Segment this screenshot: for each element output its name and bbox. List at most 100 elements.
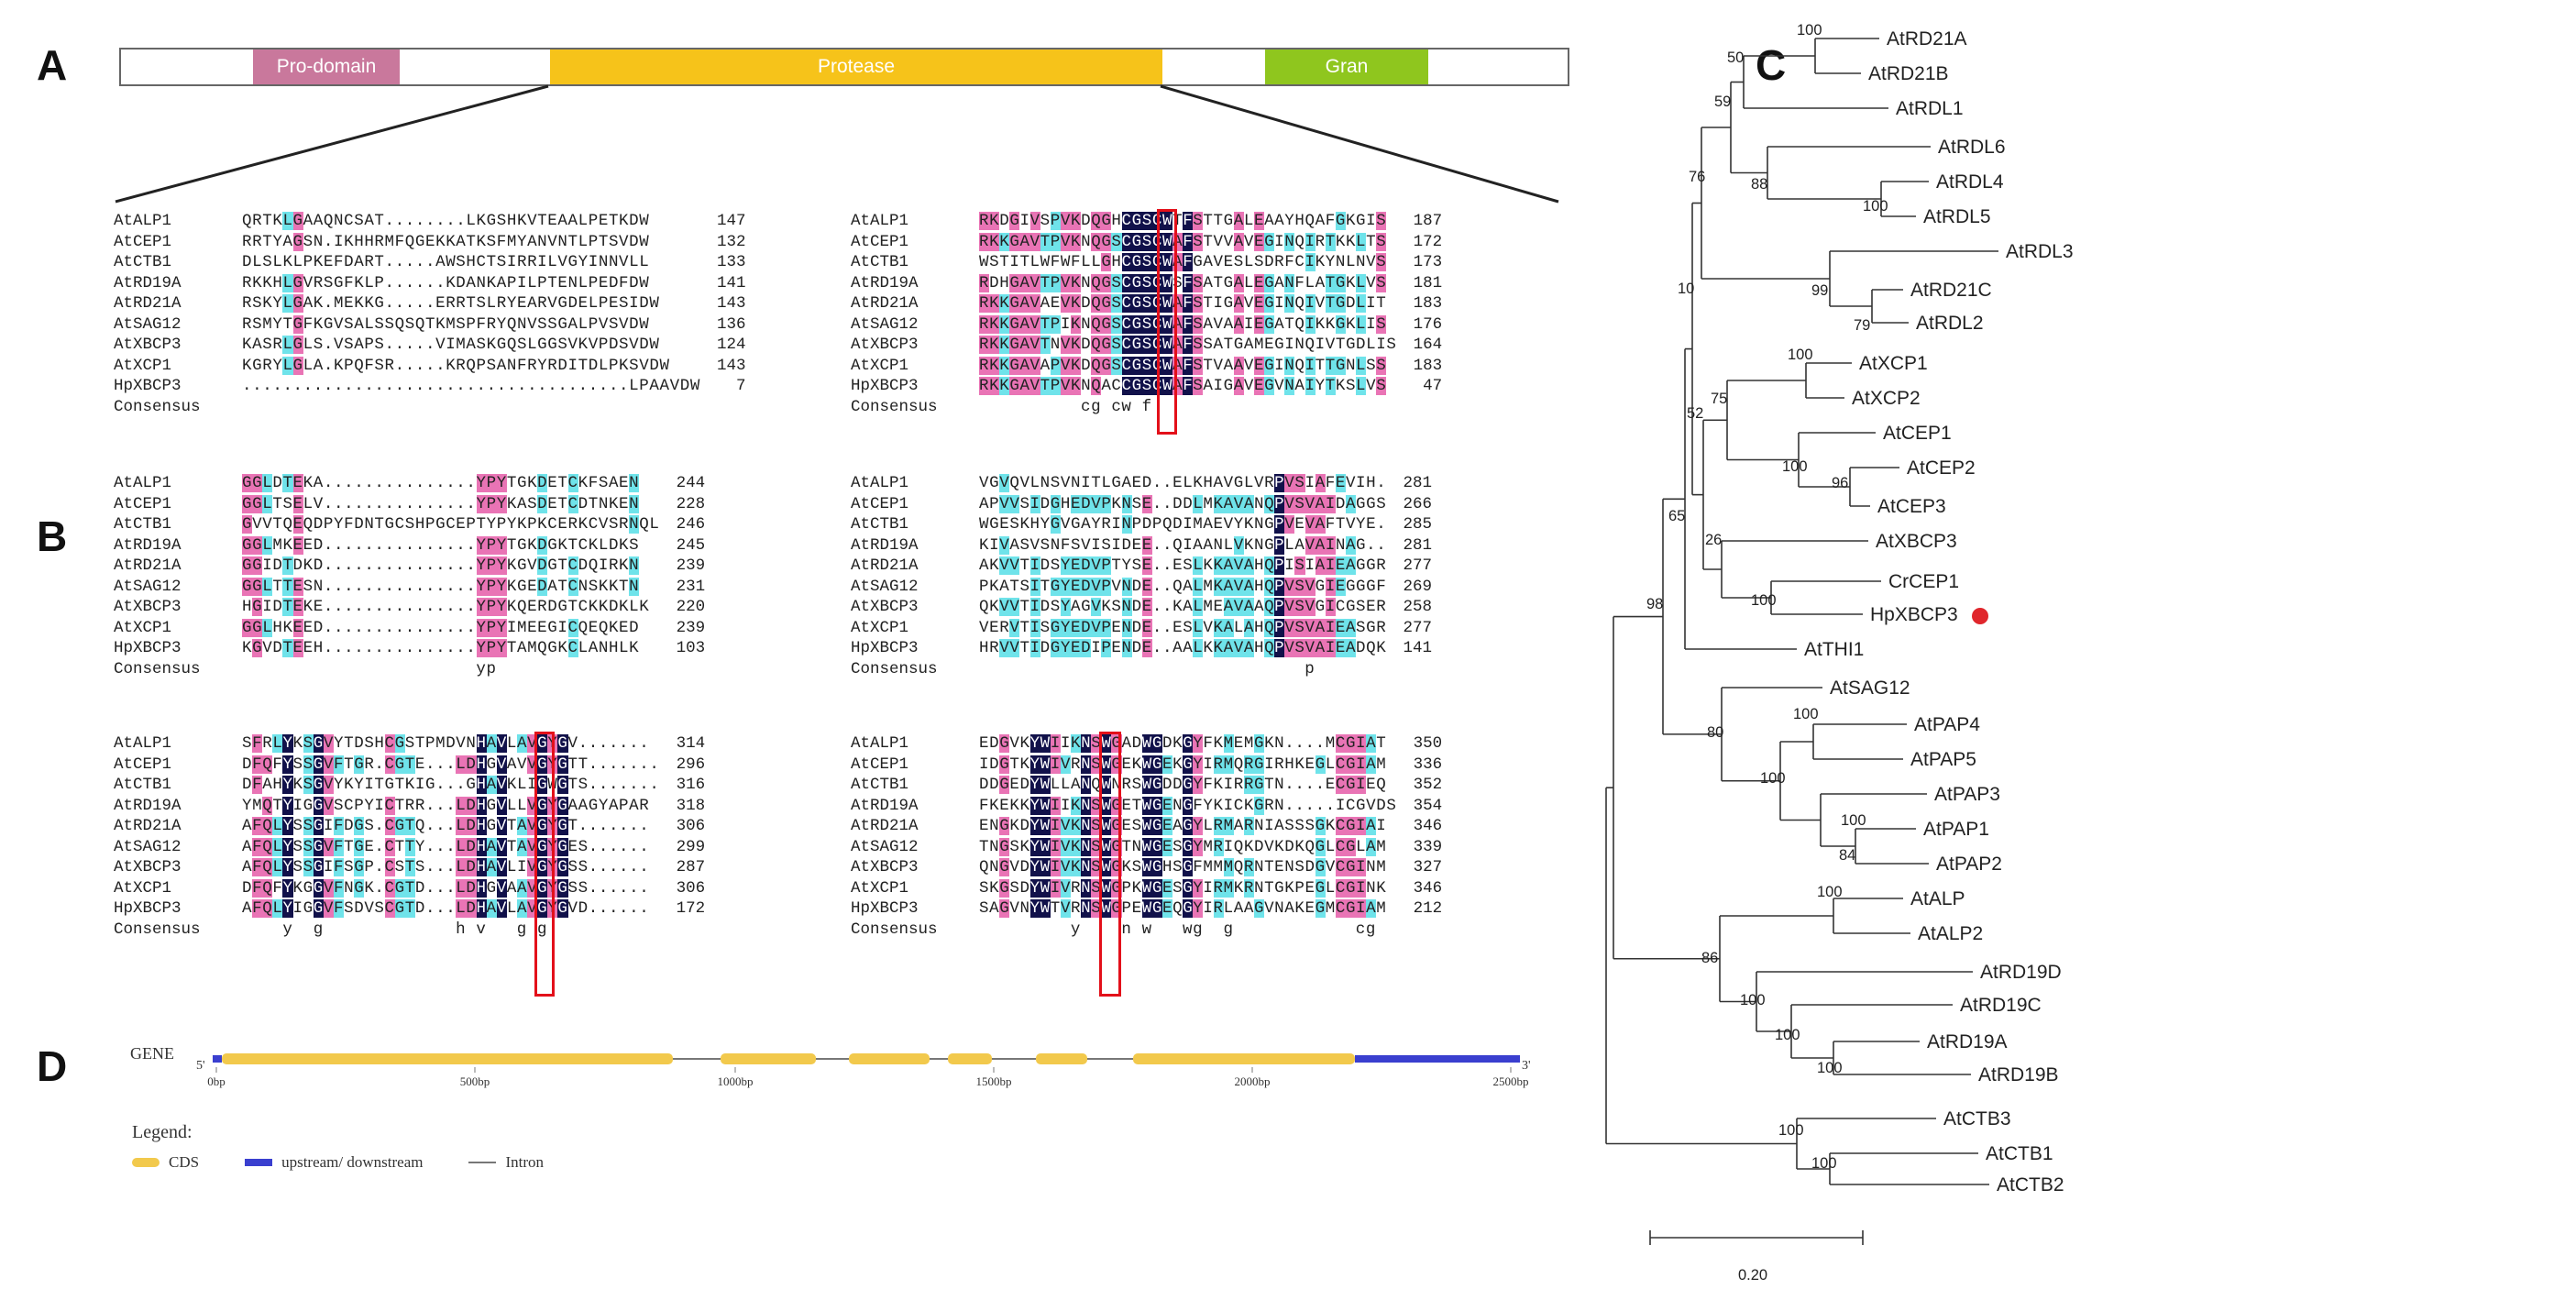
sequence-residues	[242, 397, 700, 418]
sequence-row: AtALP1 VGVQVLNSVNITLGAED..ELKHAVGLVRPVSIA…	[851, 473, 1432, 494]
tip-label: AtXCP1	[1859, 353, 1928, 374]
bootstrap-value: 100	[1788, 347, 1813, 363]
tip-label: AtCTB1	[1986, 1143, 2053, 1164]
sequence-row: AtXCP1 GGLHKEED...............YPYIMEEGICQ…	[114, 618, 705, 639]
sequence-residues: RKKGAVTPIKNQGSCGSCWAFSAVAAIEGATQIKKGKLIS	[979, 314, 1387, 334]
bootstrap-value: 75	[1711, 391, 1727, 407]
sequence-name: AtRD19A	[114, 535, 182, 555]
sequence-name: AtRD19A	[851, 273, 919, 292]
bootstrap-value: 100	[1797, 22, 1822, 39]
tip-label: AtPAP2	[1936, 854, 2002, 875]
sequence-name: HpXBCP3	[851, 639, 919, 657]
sequence-residues: RKKGAVAEVKDQGSCGSCWAFSTIGAVEGINQIVTGDLIT	[979, 294, 1387, 313]
sequence-residues: KASRLGLS.VSAPS.....VIMASKGQSLGGSVKVPDSVD…	[242, 336, 660, 354]
residue-position	[1396, 397, 1442, 418]
motif-box-cys	[1157, 209, 1177, 435]
residue-position: 339	[1413, 837, 1443, 856]
sequence-row: HpXBCP3 HRVVTIDGYEDIPENDE..AALKKAVAHQPVSV…	[851, 638, 1432, 659]
sequence-residues: RKKGAVTPVKNQGSCGSCWAFSTVVAVEGINQIRTKKLTS	[979, 232, 1387, 251]
sequence-row: AtXBCP3 RKKGAVTNVKDQGSCGSCWAFSSATGAMEGINQ…	[851, 335, 1442, 356]
sequence-residues: KIVASVSNFSVISIDEE..QIAANLVKNGPLAVAINAG..	[979, 535, 1387, 555]
bootstrap-value: 100	[1817, 1060, 1843, 1076]
pro-domain-segment: Pro-domain	[253, 50, 400, 84]
sequence-residues: WSTITLWFWFLLGHCGSCWAFGAVESLSDRFCIKYNLNVS	[979, 253, 1387, 271]
gene-tick-label: 500bp	[460, 1074, 490, 1088]
sequence-row: AtALP1 EDGVKYWIIKNSWGADWGDKGYFKMEMGKN....…	[851, 733, 1442, 755]
sequence-row: AtCEP1 IDGTKYWIVRNSWGEKWGEKGYIRMQRGIRHKEG…	[851, 755, 1442, 776]
sequence-name: HpXBCP3	[851, 899, 919, 918]
gene-tick-label: 2000bp	[1235, 1074, 1271, 1088]
tip-label: AtRD21A	[1887, 28, 1967, 50]
residue-position: 350	[1413, 734, 1443, 753]
residue-position: 299	[676, 837, 706, 856]
sequence-name: AtXCP1	[114, 878, 172, 898]
sequence-residues: DFQFYSSGVFTGR.CGTE...LDHGVAVVGYGTT......…	[242, 755, 660, 774]
gene-tick-label: 0bp	[207, 1074, 226, 1088]
sequence-residues: AFQLYSSGIFSGP.CSTS...LDHAVLIVGYGSS......	[242, 858, 650, 876]
tip-label: AtRD19D	[1980, 962, 2062, 983]
sequence-residues: RKKGAVAPVKDQGSCGSCWAFSTVAAVEGINQITTGNLSS	[979, 356, 1387, 375]
sequence-name: AtSAG12	[851, 314, 919, 334]
sequence-residues: y g h v g g	[242, 920, 548, 939]
bootstrap-value: 100	[1775, 1027, 1800, 1043]
scale-bar-label: 0.20	[1738, 1267, 1767, 1283]
tip-label: AtRD19C	[1960, 995, 2042, 1016]
consensus-row: Consensus p	[851, 659, 1432, 680]
sequence-name: AtCTB1	[851, 515, 909, 534]
sequence-name: AtXBCP3	[114, 336, 182, 354]
bootstrap-value: 98	[1646, 596, 1663, 612]
sequence-row: HpXBCP3 KGVDTEEH...............YPYTAMQGKC…	[114, 638, 705, 659]
alignment-block-5: AtALP1 SFRLYKSGVYTDSHCGSTPMDVNHAVLAVGYGV.…	[114, 733, 705, 940]
sequence-row: AtCTB1 WGESKHYGVGAYRINPDPQDIMAEVYKNGPVEVA…	[851, 514, 1432, 535]
sequence-name: AtCEP1	[851, 755, 909, 774]
sequence-residues: APVVSIDGHEDVPKNSE..DDLMKAVANQPVSVAIDAGGS	[979, 494, 1387, 513]
bootstrap-value: 65	[1668, 508, 1685, 524]
cds-exon	[948, 1053, 992, 1064]
sequence-name: AtXCP1	[851, 618, 909, 637]
tip-label: AtSAG12	[1830, 678, 1910, 699]
sequence-name: Consensus	[851, 920, 938, 939]
sequence-name: AtXBCP3	[851, 598, 919, 616]
cds-exon	[222, 1053, 673, 1064]
tip-label: AtRD19B	[1978, 1064, 2059, 1085]
sequence-name: AtSAG12	[114, 314, 182, 334]
sequence-row: AtCEP1 APVVSIDGHEDVPKNSE..DDLMKAVANQPVSVA…	[851, 494, 1432, 515]
sequence-residues: RSMYTGFKGVSALSSQSQTKMSPFRYQNVSSGALPVSVDW	[242, 314, 650, 334]
sequence-row: AtSAG12 RKKGAVTPIKNQGSCGSCWAFSAVAAIEGATQI…	[851, 314, 1442, 336]
sequence-name: AtCEP1	[851, 232, 909, 251]
residue-position	[659, 659, 705, 680]
legend-utr-label: upstream/ downstream	[281, 1153, 424, 1171]
motif-box-asn	[1099, 732, 1121, 997]
sequence-name: AtRD19A	[114, 796, 182, 815]
sequence-name: AtRD19A	[851, 535, 919, 555]
sequence-residues: FKEKKYWIIKNSWGETWGENGFYKICKGRN.....ICGVD…	[979, 796, 1397, 815]
tip-label: AtCTB2	[1997, 1174, 2064, 1195]
bootstrap-value: 100	[1782, 458, 1808, 475]
residue-position: 306	[676, 878, 706, 898]
sequence-row: AtCTB1 DDGEDYWLLANQWNRSWGDDGYFKIRRGTN....…	[851, 775, 1442, 796]
sequence-row: AtRD21A AKVVTIDSYEDVPTYSE..ESLKKAVAHQPISI…	[851, 556, 1432, 577]
sequence-name: AtCEP1	[114, 232, 172, 251]
sequence-residues: RKKGAVTNVKDQGSCGSCWAFSSATGAMEGINQIVTGDLI…	[979, 336, 1397, 354]
sequence-residues: GGIDTDKD...............YPYKGVDGTCDQIRKN	[242, 556, 640, 575]
residue-position: 352	[1413, 776, 1443, 794]
residue-position: 258	[1403, 598, 1432, 616]
legend-cds-label: CDS	[169, 1153, 200, 1171]
sequence-residues: KGRYLGLA.KPQFSR.....KRQPSANFRYRDITDLPKSV…	[242, 356, 670, 375]
bootstrap-value: 88	[1751, 176, 1767, 193]
sequence-name: AtRD21A	[114, 817, 182, 835]
residue-position: 220	[676, 598, 706, 616]
sequence-row: AtSAG12 TNGSKYWIVKNSWGTNWGESGYMRIQKDVKDKQ…	[851, 837, 1442, 858]
tip-label: AtALP2	[1918, 923, 1983, 944]
highlight-marker	[1972, 608, 1988, 624]
sequence-residues: WGESKHYGVGAYRINPDPQDIMAEVYKNGPVEVAFTVYE.	[979, 515, 1387, 534]
sequence-row: AtCTB1 GVVTQEQDPYFDNTGCSHPGCEPTYPYKPKCERK…	[114, 514, 705, 535]
sequence-residues: DLSLKLPKEFDART.....AWSHCTSIRRILVGYINNVLL	[242, 253, 650, 271]
bootstrap-value: 100	[1863, 198, 1888, 215]
sequence-residues: y n w wg g cg	[979, 920, 1376, 939]
sequence-residues: DFQFYKGGVFNGK.CGTD...LDHGVAAVGYGSS......	[242, 878, 650, 898]
tip-label: AtALP	[1910, 888, 1965, 909]
tip-label: AtTHI1	[1804, 639, 1864, 660]
sequence-residues: AFQLYSSGIFDGS.CGTQ...LDHGVTAVGYGT.......	[242, 817, 650, 835]
sequence-name: Consensus	[851, 659, 938, 678]
